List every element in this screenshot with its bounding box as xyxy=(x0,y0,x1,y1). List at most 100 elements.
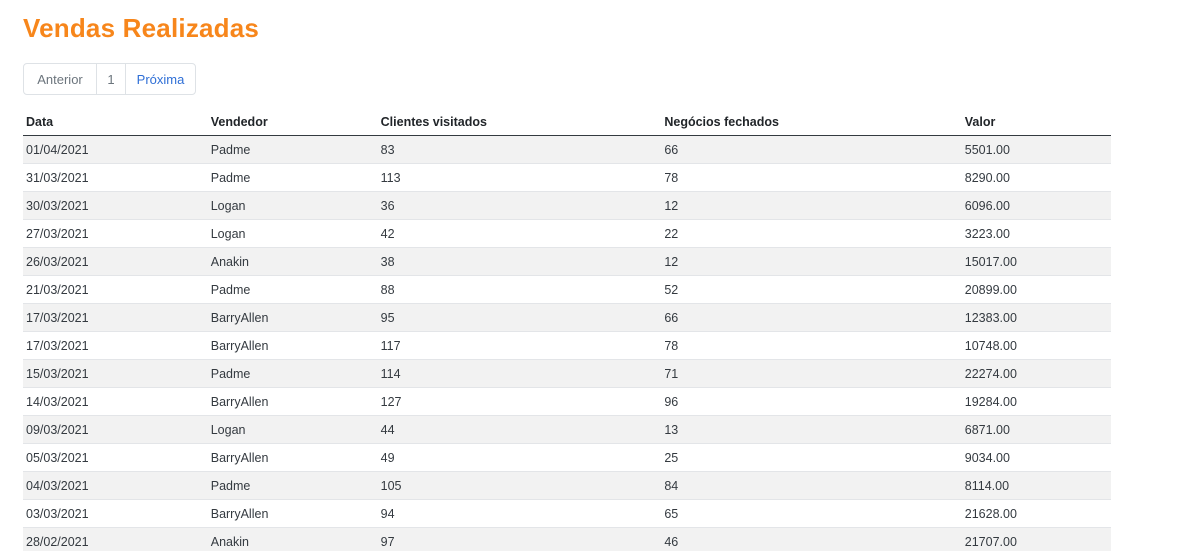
cell-valor: 3223.00 xyxy=(961,219,1111,248)
cell-data: 31/03/2021 xyxy=(23,163,208,192)
cell-valor: 20899.00 xyxy=(961,275,1111,304)
cell-valor: 9034.00 xyxy=(961,443,1111,472)
table-body: 01/04/2021 Padme 83 66 5501.00 31/03/2021 Padm… xyxy=(23,135,1111,551)
cell-vendedor: Padme xyxy=(207,359,378,388)
column-header-negocios-fechados[interactable]: Negócios fechados xyxy=(661,108,962,136)
cell-clientes-visitados: 95 xyxy=(377,303,662,332)
table-row: 15/03/2021 Padme 114 71 22274.00 xyxy=(23,359,1111,388)
cell-negocios-fechados: 22 xyxy=(661,219,962,248)
cell-valor: 22274.00 xyxy=(961,359,1111,388)
cell-valor: 12383.00 xyxy=(961,303,1111,332)
cell-clientes-visitados: 114 xyxy=(377,359,662,388)
cell-data: 14/03/2021 xyxy=(23,387,208,416)
cell-clientes-visitados: 44 xyxy=(377,415,662,444)
table-row: 04/03/2021 Padme 105 84 8114.00 xyxy=(23,471,1111,500)
cell-negocios-fechados: 78 xyxy=(661,331,962,360)
cell-negocios-fechados: 13 xyxy=(661,415,962,444)
cell-vendedor: Padme xyxy=(207,471,378,500)
cell-valor: 21707.00 xyxy=(961,527,1111,551)
cell-data: 28/02/2021 xyxy=(23,527,208,551)
cell-vendedor: BarryAllen xyxy=(207,331,378,360)
cell-negocios-fechados: 71 xyxy=(661,359,962,388)
table-row: 28/02/2021 Anakin 97 46 21707.00 xyxy=(23,527,1111,551)
table-row: 31/03/2021 Padme 113 78 8290.00 xyxy=(23,163,1111,192)
pagination: Anterior 1 Próxima xyxy=(23,63,196,95)
cell-negocios-fechados: 84 xyxy=(661,471,962,500)
pagination-next-button[interactable]: Próxima xyxy=(125,64,195,94)
table-row: 17/03/2021 BarryAllen 117 78 10748.00 xyxy=(23,331,1111,360)
cell-clientes-visitados: 36 xyxy=(377,191,662,220)
cell-valor: 8114.00 xyxy=(961,471,1111,500)
cell-negocios-fechados: 78 xyxy=(661,163,962,192)
cell-data: 30/03/2021 xyxy=(23,191,208,220)
table-row: 09/03/2021 Logan 44 13 6871.00 xyxy=(23,415,1111,444)
table-header: Data Vendedor Clientes visitados Negócio… xyxy=(23,108,1111,136)
cell-negocios-fechados: 12 xyxy=(661,191,962,220)
cell-clientes-visitados: 117 xyxy=(377,331,662,360)
table-row: 05/03/2021 BarryAllen 49 25 9034.00 xyxy=(23,443,1111,472)
sales-table: Data Vendedor Clientes visitados Negócio… xyxy=(23,108,1111,551)
cell-negocios-fechados: 65 xyxy=(661,499,962,528)
cell-vendedor: Anakin xyxy=(207,247,378,276)
column-header-clientes-visitados[interactable]: Clientes visitados xyxy=(377,108,662,136)
cell-clientes-visitados: 42 xyxy=(377,219,662,248)
cell-valor: 19284.00 xyxy=(961,387,1111,416)
table-row: 21/03/2021 Padme 88 52 20899.00 xyxy=(23,275,1111,304)
table-row: 03/03/2021 BarryAllen 94 65 21628.00 xyxy=(23,499,1111,528)
cell-clientes-visitados: 97 xyxy=(377,527,662,551)
cell-valor: 15017.00 xyxy=(961,247,1111,276)
cell-clientes-visitados: 113 xyxy=(377,163,662,192)
cell-negocios-fechados: 25 xyxy=(661,443,962,472)
cell-data: 03/03/2021 xyxy=(23,499,208,528)
cell-vendedor: BarryAllen xyxy=(207,443,378,472)
cell-valor: 8290.00 xyxy=(961,163,1111,192)
cell-clientes-visitados: 105 xyxy=(377,471,662,500)
pagination-previous-button[interactable]: Anterior xyxy=(37,71,83,87)
cell-data: 21/03/2021 xyxy=(23,275,208,304)
column-header-valor[interactable]: Valor xyxy=(961,108,1111,136)
cell-clientes-visitados: 83 xyxy=(377,135,662,164)
cell-data: 17/03/2021 xyxy=(23,331,208,360)
cell-data: 04/03/2021 xyxy=(23,471,208,500)
cell-vendedor: BarryAllen xyxy=(207,499,378,528)
cell-clientes-visitados: 94 xyxy=(377,499,662,528)
cell-negocios-fechados: 66 xyxy=(661,303,962,332)
table-header-row: Data Vendedor Clientes visitados Negócio… xyxy=(23,108,1111,136)
cell-data: 01/04/2021 xyxy=(23,135,208,164)
cell-valor: 5501.00 xyxy=(961,135,1111,164)
column-header-vendedor[interactable]: Vendedor xyxy=(207,108,378,136)
table-row: 01/04/2021 Padme 83 66 5501.00 xyxy=(23,135,1111,164)
cell-vendedor: Anakin xyxy=(207,527,378,551)
cell-negocios-fechados: 12 xyxy=(661,247,962,276)
cell-clientes-visitados: 38 xyxy=(377,247,662,276)
cell-vendedor: Padme xyxy=(207,275,378,304)
cell-data: 15/03/2021 xyxy=(23,359,208,388)
cell-data: 27/03/2021 xyxy=(23,219,208,248)
table-row: 30/03/2021 Logan 36 12 6096.00 xyxy=(23,191,1111,220)
cell-vendedor: BarryAllen xyxy=(207,387,378,416)
cell-clientes-visitados: 127 xyxy=(377,387,662,416)
cell-valor: 10748.00 xyxy=(961,331,1111,360)
cell-clientes-visitados: 88 xyxy=(377,275,662,304)
cell-valor: 21628.00 xyxy=(961,499,1111,528)
cell-vendedor: Logan xyxy=(207,191,378,220)
cell-data: 26/03/2021 xyxy=(23,247,208,276)
cell-data: 17/03/2021 xyxy=(23,303,208,332)
cell-vendedor: Logan xyxy=(207,219,378,248)
pagination-page-1[interactable]: 1 xyxy=(96,64,125,94)
table-row: 17/03/2021 BarryAllen 95 66 12383.00 xyxy=(23,303,1111,332)
page-title: Vendas Realizadas xyxy=(23,13,260,43)
cell-vendedor: Padme xyxy=(207,135,378,164)
cell-vendedor: Logan xyxy=(207,415,378,444)
cell-vendedor: BarryAllen xyxy=(207,303,378,332)
table-row: 26/03/2021 Anakin 38 12 15017.00 xyxy=(23,247,1111,276)
table-row: 27/03/2021 Logan 42 22 3223.00 xyxy=(23,219,1111,248)
cell-negocios-fechados: 66 xyxy=(661,135,962,164)
cell-clientes-visitados: 49 xyxy=(377,443,662,472)
cell-negocios-fechados: 52 xyxy=(661,275,962,304)
column-header-data[interactable]: Data xyxy=(23,108,208,136)
cell-negocios-fechados: 96 xyxy=(661,387,962,416)
cell-data: 05/03/2021 xyxy=(23,443,208,472)
cell-vendedor: Padme xyxy=(207,163,378,192)
